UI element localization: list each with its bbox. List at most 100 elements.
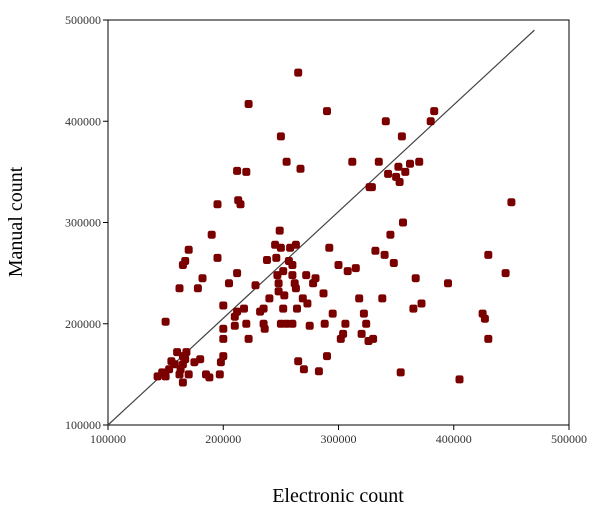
data-point-105 <box>362 319 371 328</box>
data-point-89 <box>319 289 328 298</box>
data-point-127 <box>411 274 420 283</box>
data-point-78 <box>294 357 303 366</box>
data-point-90 <box>320 319 329 328</box>
data-point-121 <box>396 368 405 377</box>
data-point-102 <box>355 294 364 303</box>
data-point-12 <box>184 370 193 379</box>
reference-line <box>107 29 535 426</box>
data-point-22 <box>181 257 190 265</box>
data-point-3 <box>165 365 174 374</box>
data-point-108 <box>367 183 376 192</box>
data-point-39 <box>233 269 242 278</box>
data-point-38 <box>233 307 242 316</box>
data-point-4 <box>161 317 170 326</box>
data-point-104 <box>359 309 368 318</box>
data-point-122 <box>397 132 406 141</box>
data-point-135 <box>480 314 489 323</box>
data-point-85 <box>305 321 314 330</box>
data-point-58 <box>274 279 283 288</box>
data-point-110 <box>371 246 380 255</box>
data-point-67 <box>282 157 291 166</box>
y-tick-label-2: 300000 <box>65 216 101 230</box>
data-point-44 <box>242 167 251 176</box>
y-tick-label-0: 100000 <box>65 418 101 432</box>
data-point-33 <box>219 324 228 333</box>
x-tick-label-1: 200000 <box>205 432 241 446</box>
data-point-9 <box>178 378 187 387</box>
data-point-97 <box>339 329 348 338</box>
data-point-94 <box>328 309 337 318</box>
data-point-113 <box>380 250 389 259</box>
y-axis-title: Manual count <box>5 166 27 277</box>
data-point-128 <box>415 157 424 166</box>
data-point-139 <box>507 198 516 207</box>
data-point-32 <box>219 334 228 343</box>
data-point-111 <box>374 157 383 166</box>
data-point-124 <box>401 167 410 176</box>
data-point-60 <box>275 226 284 235</box>
x-tick-label-0: 100000 <box>90 432 126 446</box>
data-point-24 <box>193 284 202 293</box>
data-point-126 <box>409 304 418 313</box>
data-point-87 <box>311 274 320 283</box>
data-point-65 <box>279 304 288 313</box>
data-point-75 <box>291 284 300 293</box>
data-point-130 <box>426 117 435 126</box>
x-axis-title: Electronic count <box>272 485 404 507</box>
data-point-132 <box>444 279 452 288</box>
data-point-92 <box>323 107 331 116</box>
data-point-20 <box>175 284 184 293</box>
data-point-25 <box>198 274 207 283</box>
y-tick-label-1: 200000 <box>65 317 101 331</box>
data-point-123 <box>399 218 407 227</box>
data-point-48 <box>251 281 260 290</box>
data-point-138 <box>501 269 510 278</box>
data-point-73 <box>288 319 297 328</box>
data-point-103 <box>357 329 366 338</box>
data-point-27 <box>213 200 222 209</box>
data-point-99 <box>343 267 352 276</box>
data-point-120 <box>395 178 404 186</box>
data-point-40 <box>233 166 242 175</box>
data-point-79 <box>294 68 303 77</box>
data-point-66 <box>280 291 289 300</box>
data-point-119 <box>394 162 403 171</box>
x-tick-label-4: 500000 <box>551 432 587 446</box>
data-point-109 <box>369 334 378 343</box>
data-point-116 <box>386 230 395 239</box>
y-tick-label-3: 400000 <box>65 114 101 128</box>
data-point-98 <box>341 319 350 328</box>
data-point-42 <box>236 200 245 209</box>
data-point-30 <box>216 358 225 367</box>
data-point-15 <box>182 348 191 357</box>
data-point-47 <box>244 100 253 108</box>
data-point-80 <box>296 164 305 173</box>
data-point-26 <box>207 230 216 239</box>
data-point-101 <box>351 264 360 273</box>
x-tick-label-3: 400000 <box>436 432 472 446</box>
data-point-95 <box>334 261 343 269</box>
data-point-88 <box>314 367 323 376</box>
data-point-72 <box>288 271 297 280</box>
data-point-51 <box>259 304 268 313</box>
data-point-114 <box>381 117 390 126</box>
y-tick-label-4: 500000 <box>65 13 101 27</box>
data-point-54 <box>265 294 274 303</box>
data-point-63 <box>276 132 285 141</box>
data-point-52 <box>260 324 269 333</box>
points-layer <box>153 68 516 387</box>
data-point-129 <box>417 299 426 308</box>
data-point-61 <box>276 243 285 252</box>
data-point-131 <box>430 107 439 116</box>
data-point-64 <box>279 267 288 276</box>
data-point-34 <box>219 301 228 310</box>
data-point-115 <box>384 169 393 178</box>
data-point-23 <box>184 245 193 254</box>
data-point-31 <box>219 352 228 361</box>
data-point-46 <box>244 334 253 343</box>
data-point-29 <box>215 370 224 379</box>
data-point-117 <box>389 259 398 267</box>
x-axis-ticks: 100000 200000 300000 400000 500000 <box>90 425 587 446</box>
data-point-91 <box>323 352 331 361</box>
